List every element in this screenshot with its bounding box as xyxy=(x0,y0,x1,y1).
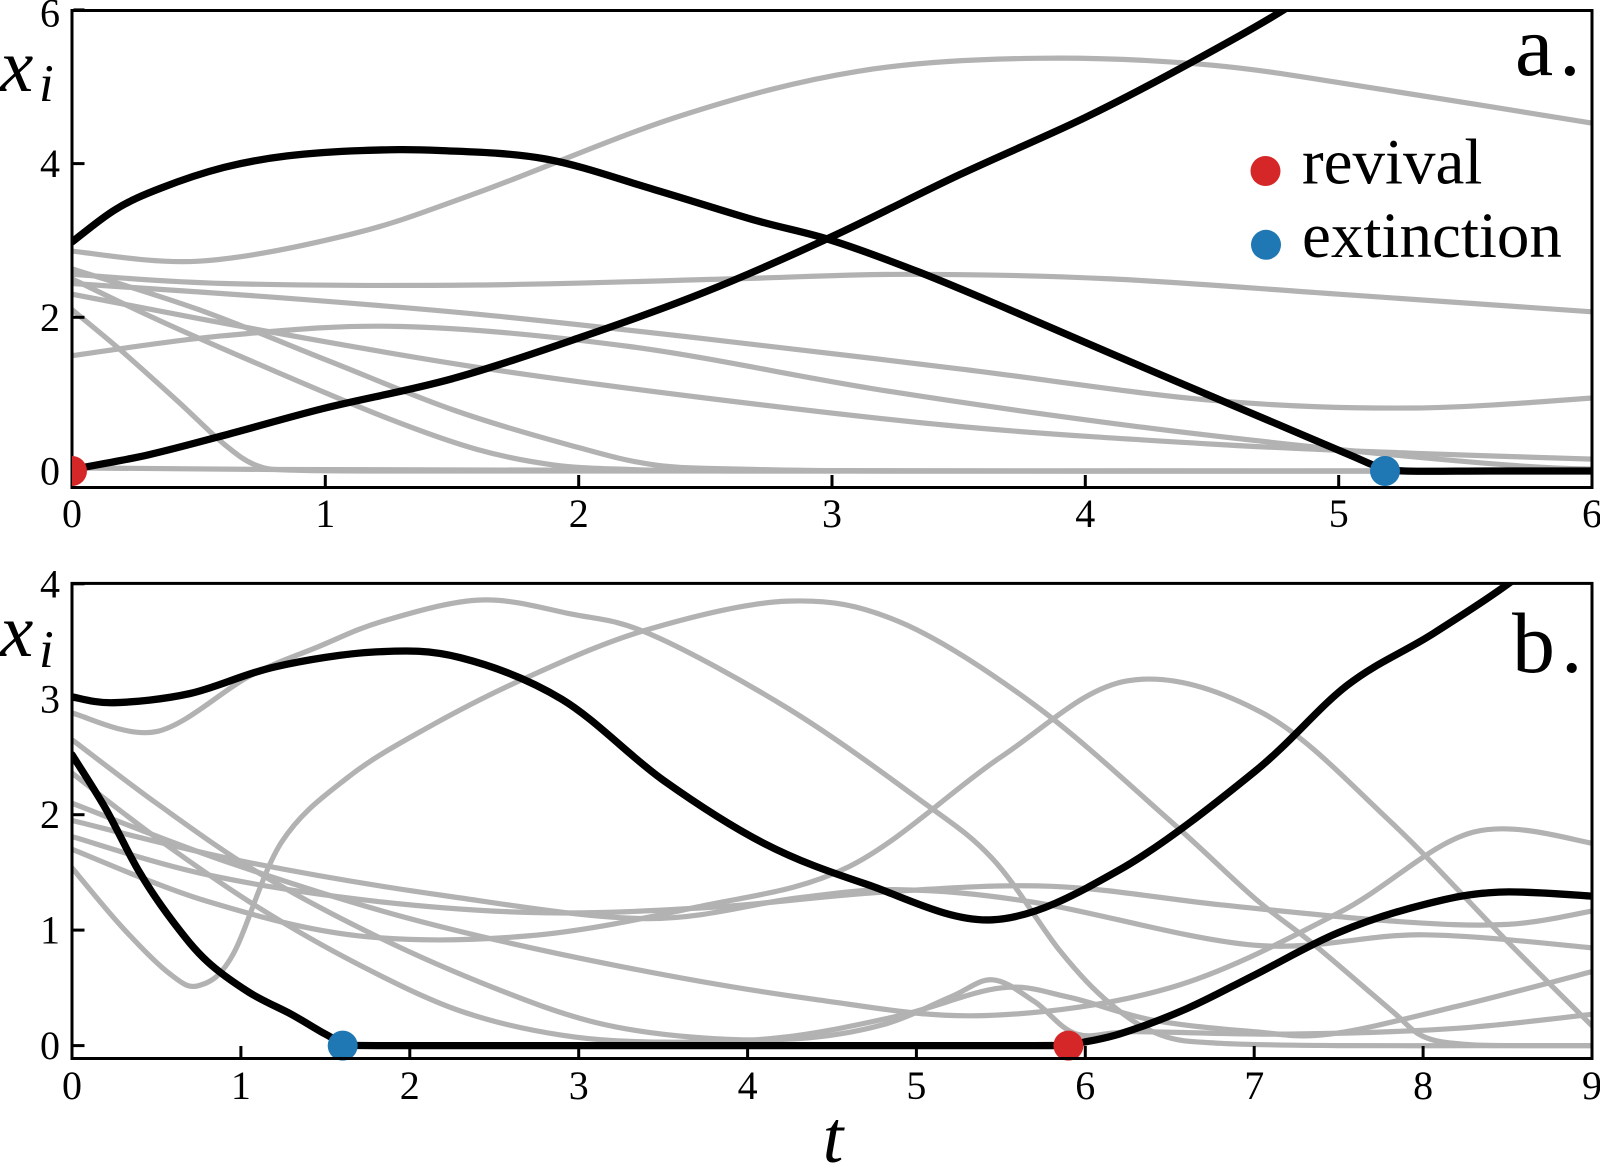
svg-text:7: 7 xyxy=(1244,1063,1264,1108)
svg-text:1: 1 xyxy=(40,908,60,953)
svg-text:4: 4 xyxy=(1075,491,1095,536)
svg-text:0: 0 xyxy=(40,1023,60,1068)
svg-text:4: 4 xyxy=(738,1063,758,1108)
svg-text:2: 2 xyxy=(40,792,60,837)
svg-text:2: 2 xyxy=(569,491,589,536)
svg-text:4: 4 xyxy=(40,141,60,186)
svg-text:1: 1 xyxy=(231,1063,251,1108)
svg-text:5: 5 xyxy=(1329,491,1349,536)
svg-text:8: 8 xyxy=(1413,1063,1433,1108)
svg-text:5: 5 xyxy=(906,1063,926,1108)
svg-text:b.: b. xyxy=(1512,595,1589,691)
svg-text:6: 6 xyxy=(1075,1063,1095,1108)
svg-text:9: 9 xyxy=(1582,1063,1600,1108)
svg-text:extinction: extinction xyxy=(1302,200,1562,272)
svg-text:0: 0 xyxy=(62,491,82,536)
svg-text:6: 6 xyxy=(40,0,60,36)
svg-text:i: i xyxy=(39,55,54,113)
svg-text:i: i xyxy=(39,621,54,679)
svg-text:1: 1 xyxy=(315,491,335,536)
svg-text:2: 2 xyxy=(40,295,60,340)
svg-text:6: 6 xyxy=(1582,491,1600,536)
svg-text:0: 0 xyxy=(40,449,60,494)
svg-text:revival: revival xyxy=(1302,127,1482,199)
svg-text:t: t xyxy=(823,1097,846,1165)
svg-text:3: 3 xyxy=(40,677,60,722)
svg-text:x: x xyxy=(0,25,33,108)
svg-text:3: 3 xyxy=(822,491,842,536)
svg-text:x: x xyxy=(0,590,33,673)
svg-text:a.: a. xyxy=(1515,0,1587,94)
svg-text:4: 4 xyxy=(40,561,60,606)
svg-text:0: 0 xyxy=(62,1063,82,1108)
svg-text:3: 3 xyxy=(569,1063,589,1108)
svg-text:2: 2 xyxy=(400,1063,420,1108)
